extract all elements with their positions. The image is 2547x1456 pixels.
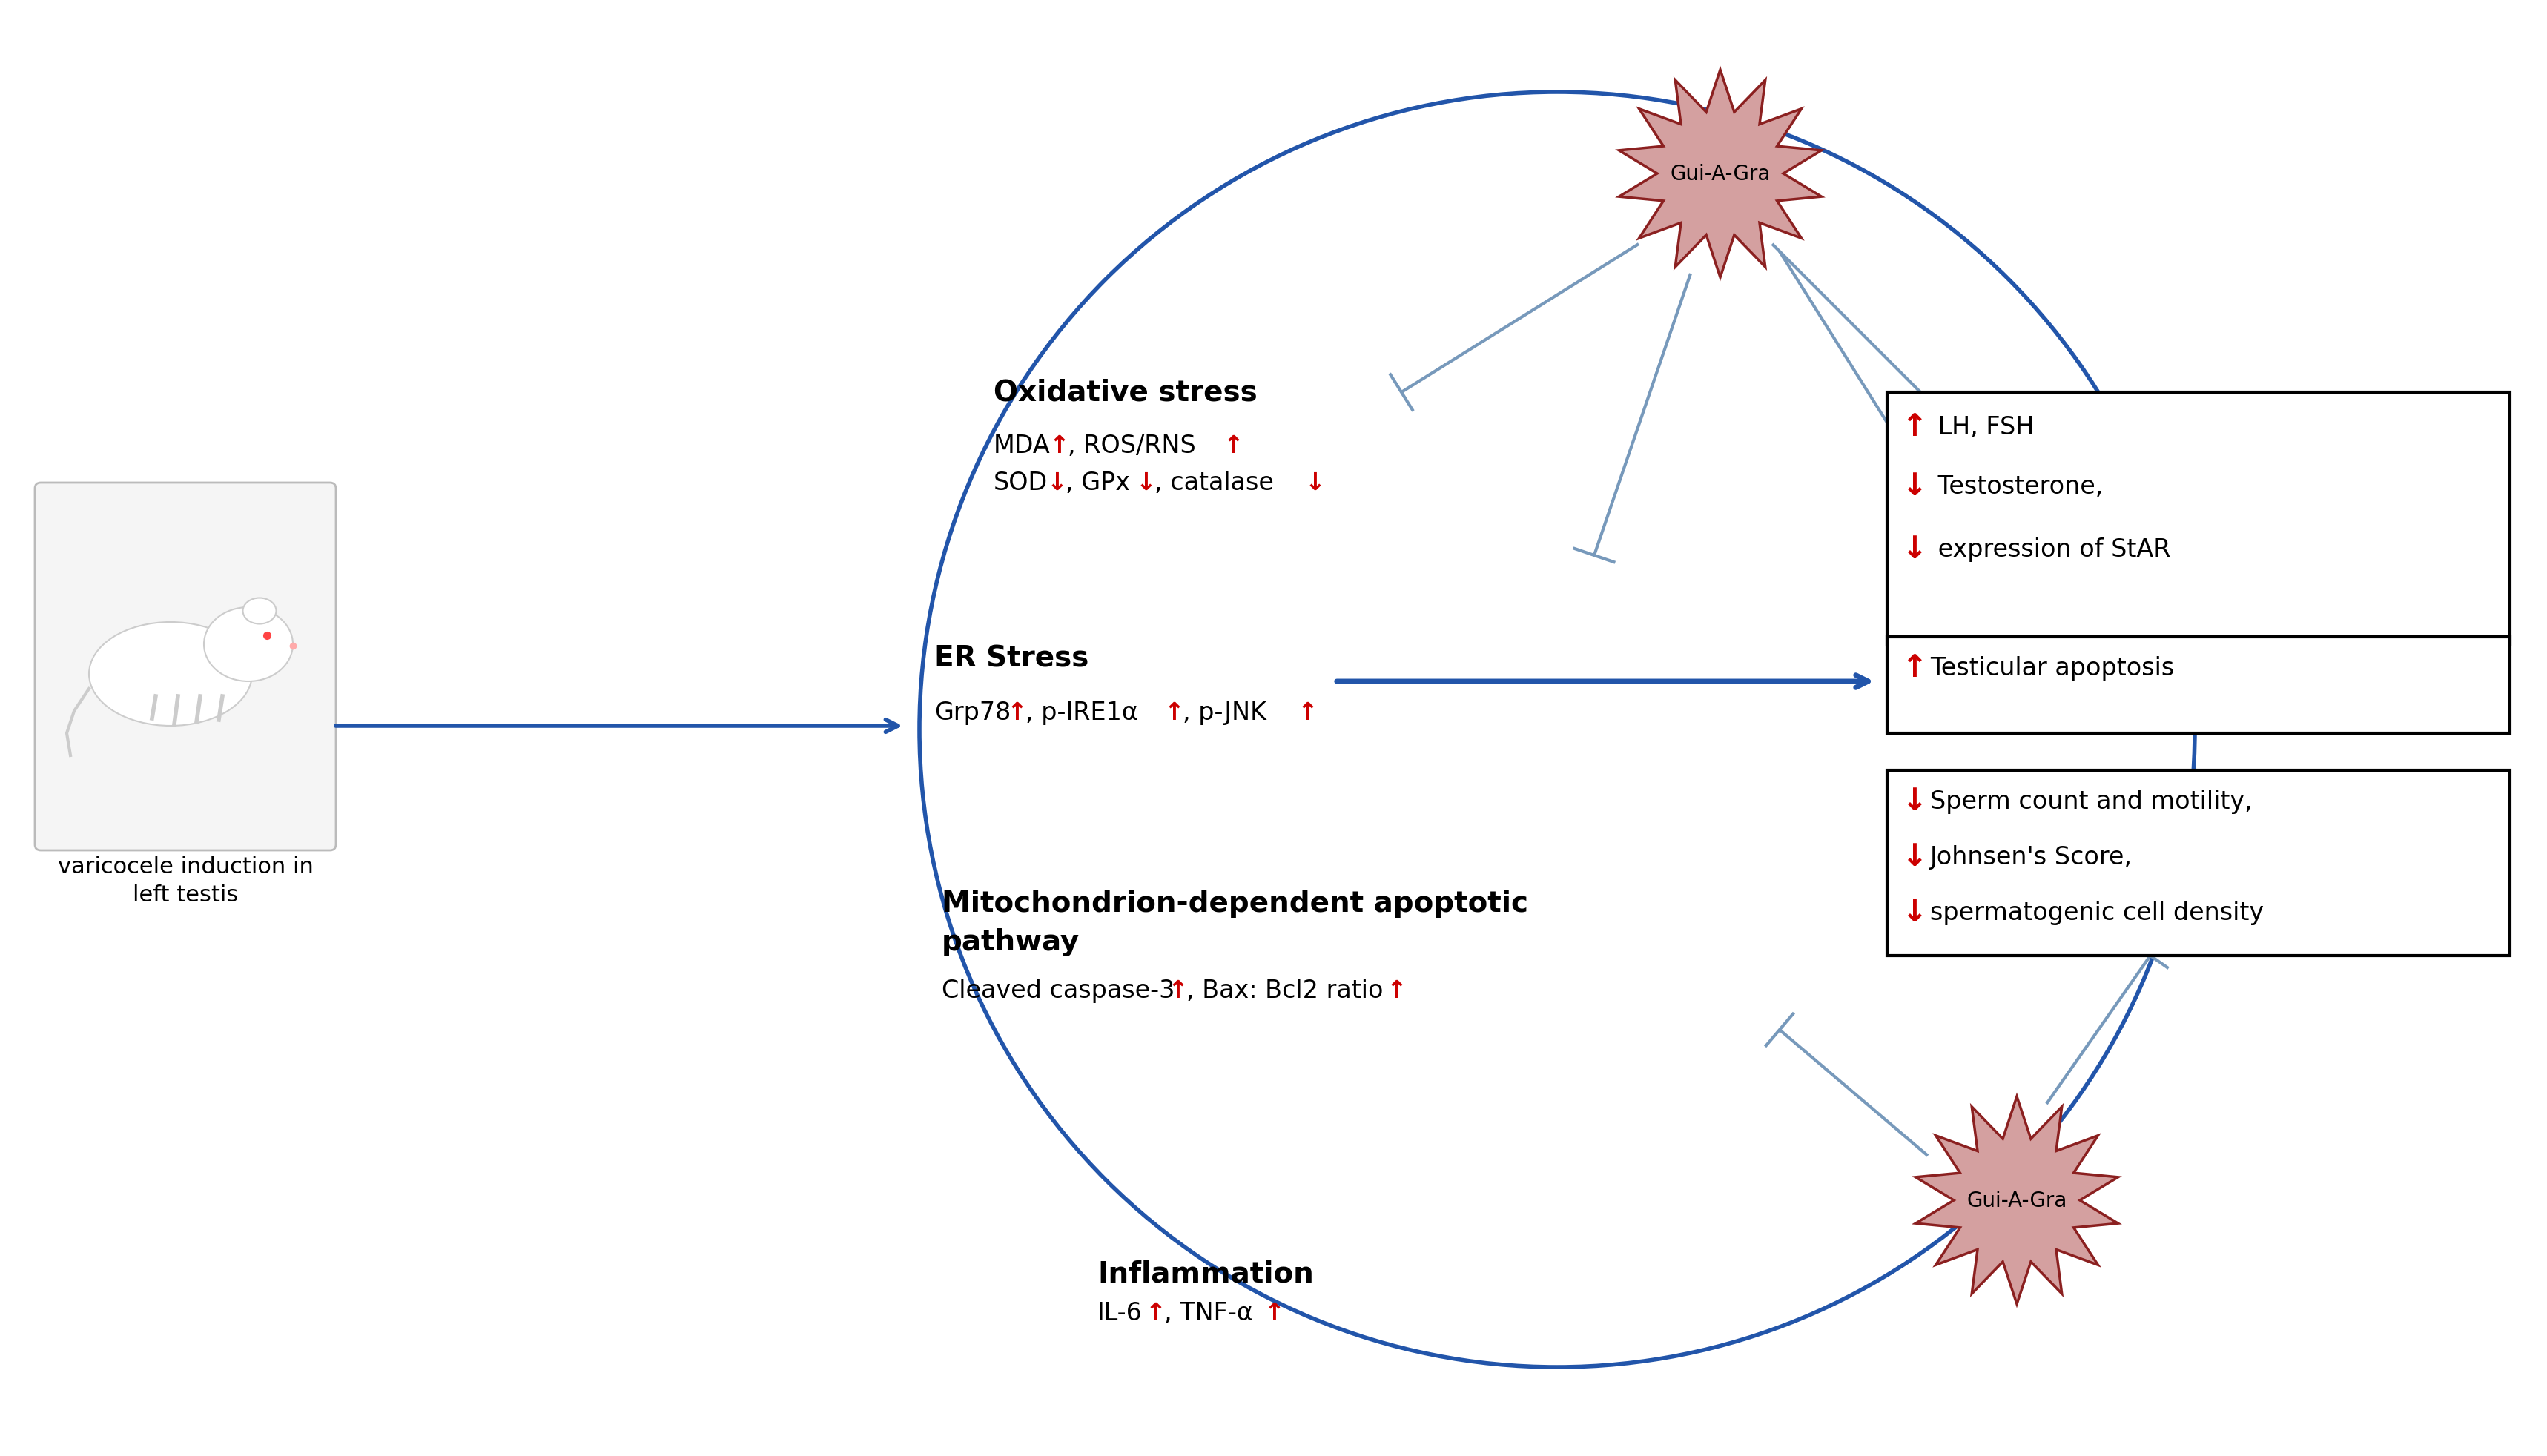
Text: Gui-A-Gra: Gui-A-Gra [1966,1190,2068,1211]
Text: Mitochondrion-dependent apoptotic: Mitochondrion-dependent apoptotic [942,890,1528,917]
Text: , ROS/RNS: , ROS/RNS [1067,434,1197,459]
Text: Inflammation: Inflammation [1098,1259,1314,1287]
Text: ↑: ↑ [1169,978,1189,1003]
Text: , Bax: Bcl2 ratio: , Bax: Bcl2 ratio [1187,978,1383,1003]
Text: Testicular apoptosis: Testicular apoptosis [1931,655,2175,680]
Ellipse shape [89,622,252,727]
Text: ↓: ↓ [1903,785,1928,817]
Text: ↓: ↓ [1136,470,1156,495]
Text: ↑: ↑ [1903,652,1928,683]
Text: ↑: ↑ [1006,700,1026,725]
Text: ER Stress: ER Stress [935,645,1088,673]
Polygon shape [1620,70,1821,278]
Text: ↑: ↑ [1049,434,1070,459]
Text: ↓: ↓ [1304,470,1327,495]
Text: ↑: ↑ [1263,1300,1286,1325]
Text: ↑: ↑ [1296,700,1319,725]
Text: Cleaved caspase-3: Cleaved caspase-3 [942,978,1174,1003]
Text: LH, FSH: LH, FSH [1931,415,2035,440]
Text: Johnsen's Score,: Johnsen's Score, [1931,844,2132,869]
FancyBboxPatch shape [1887,770,2509,955]
Text: ↑: ↑ [1386,978,1408,1003]
Ellipse shape [242,598,275,625]
Polygon shape [1915,1096,2119,1305]
Text: , catalase: , catalase [1154,470,1274,495]
FancyBboxPatch shape [36,483,336,850]
Text: IL-6: IL-6 [1098,1300,1144,1325]
Text: ↓: ↓ [1903,470,1928,502]
Text: ↑: ↑ [1903,411,1928,443]
Text: , TNF-α: , TNF-α [1164,1300,1253,1325]
Text: Gui-A-Gra: Gui-A-Gra [1671,163,1770,185]
Text: varicocele induction in
left testis: varicocele induction in left testis [59,856,313,906]
Text: pathway: pathway [942,927,1080,955]
Text: Testosterone,: Testosterone, [1931,475,2104,498]
Text: ↑: ↑ [1164,700,1184,725]
Text: Grp78: Grp78 [935,700,1011,725]
Text: MDA: MDA [993,434,1049,459]
Text: expression of StAR: expression of StAR [1931,537,2170,562]
Text: ↓: ↓ [1903,842,1928,872]
Ellipse shape [204,607,293,681]
Text: spermatogenic cell density: spermatogenic cell density [1931,900,2264,925]
Text: , p-JNK: , p-JNK [1182,700,1266,725]
FancyBboxPatch shape [1887,393,2509,645]
Text: ↓: ↓ [1047,470,1067,495]
Text: ↑: ↑ [1146,1300,1167,1325]
Text: Oxidative stress: Oxidative stress [993,379,1258,406]
Text: ↑: ↑ [1223,434,1245,459]
Text: ↓: ↓ [1903,533,1928,565]
FancyBboxPatch shape [1887,638,2509,734]
Text: SOD: SOD [993,470,1047,495]
Text: ↓: ↓ [1903,897,1928,927]
Text: Sperm count and motility,: Sperm count and motility, [1931,789,2252,814]
Text: , p-IRE1α: , p-IRE1α [1026,700,1139,725]
Text: , GPx: , GPx [1065,470,1131,495]
